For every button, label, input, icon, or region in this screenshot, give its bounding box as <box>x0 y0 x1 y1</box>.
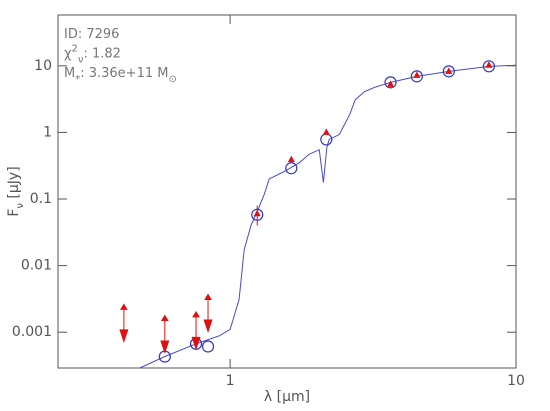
observed-flux <box>445 67 453 74</box>
y-tick-label: 0.01 <box>21 258 52 274</box>
model-photometry <box>410 70 423 83</box>
text-part: M <box>64 66 75 81</box>
x-tick-label: 1 <box>226 373 235 389</box>
model-photometry <box>384 76 397 89</box>
observed-flux <box>287 155 295 163</box>
observed-flux <box>387 80 395 87</box>
model-photometry <box>482 60 496 73</box>
upper-limit <box>119 303 129 343</box>
text-part: : 3.36e+11 M <box>80 66 168 81</box>
text-part: F <box>6 209 22 217</box>
model-photometry <box>285 162 298 175</box>
upper-limit <box>203 293 213 334</box>
annotation: M*: 3.36e+11 M⊙ <box>64 66 177 85</box>
upper-limit <box>191 310 201 351</box>
x-axis-label: λ [μm] <box>264 389 310 405</box>
plot-area <box>119 60 516 368</box>
y-tick-label: 0.1 <box>30 191 52 207</box>
annotation: ID: 7296 <box>64 27 119 42</box>
model-photometry <box>442 65 455 78</box>
y-tick-label: 1 <box>43 124 52 140</box>
observed-flux <box>253 209 261 217</box>
plot-frame <box>57 14 517 369</box>
text-part: : 1.82 <box>83 46 120 61</box>
y-tick-label: 10 <box>34 58 52 74</box>
text-part: * <box>75 74 80 85</box>
text-part: 2 <box>72 43 78 54</box>
observed-flux <box>485 61 493 68</box>
text-part: χ <box>64 46 72 61</box>
x-tick-label: 10 <box>507 373 525 389</box>
y-tick-label: 0.001 <box>12 324 52 340</box>
upper-limit <box>160 314 170 355</box>
text-part: ⊙ <box>168 74 176 85</box>
observed-flux <box>413 71 421 78</box>
text-part: λ [μm] <box>264 389 310 405</box>
annotation: χ2ν: 1.82 <box>64 43 121 65</box>
model-spectrum <box>139 64 516 368</box>
text-part: ν <box>15 203 26 209</box>
observed-flux <box>322 128 330 135</box>
y-axis-label: Fν [μJy] <box>6 166 26 216</box>
model-photometry <box>201 340 215 353</box>
text-part: ν <box>78 54 84 65</box>
text-part: [μJy] <box>6 166 22 203</box>
text-part: ID: 7296 <box>64 27 119 42</box>
